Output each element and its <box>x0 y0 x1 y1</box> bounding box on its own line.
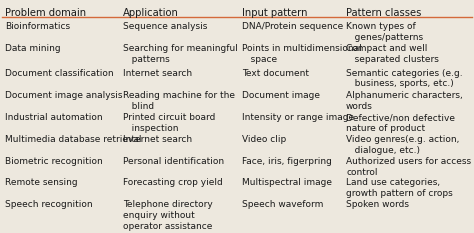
Text: Document image: Document image <box>242 91 320 100</box>
Text: Printed circuit board
   inspection: Printed circuit board inspection <box>123 113 216 133</box>
Text: Semantic categories (e.g.
   business, sports, etc.): Semantic categories (e.g. business, spor… <box>346 69 463 89</box>
Text: Speech waveform: Speech waveform <box>242 200 323 209</box>
Text: DNA/Protein sequence: DNA/Protein sequence <box>242 22 343 31</box>
Text: Application: Application <box>123 8 179 18</box>
Text: Industrial automation: Industrial automation <box>5 113 102 122</box>
Text: Problem domain: Problem domain <box>5 8 86 18</box>
Text: Points in multidimensional
   space: Points in multidimensional space <box>242 44 362 64</box>
Text: Known types of
   genes/patterns: Known types of genes/patterns <box>346 22 423 42</box>
Text: Pattern classes: Pattern classes <box>346 8 421 18</box>
Text: Bioinformatics: Bioinformatics <box>5 22 70 31</box>
Text: Text document: Text document <box>242 69 309 78</box>
Text: Spoken words: Spoken words <box>346 200 409 209</box>
Text: Intensity or range image: Intensity or range image <box>242 113 354 122</box>
Text: Biometric recognition: Biometric recognition <box>5 157 102 166</box>
Text: Remote sensing: Remote sensing <box>5 178 77 187</box>
Text: Internet search: Internet search <box>123 135 192 144</box>
Text: Authorized users for access
control: Authorized users for access control <box>346 157 471 177</box>
Text: Internet search: Internet search <box>123 69 192 78</box>
Text: Forecasting crop yield: Forecasting crop yield <box>123 178 223 187</box>
Text: Alphanumeric characters,
words: Alphanumeric characters, words <box>346 91 463 111</box>
Text: Face, iris, figerpring: Face, iris, figerpring <box>242 157 332 166</box>
Text: Video clip: Video clip <box>242 135 286 144</box>
Text: Video genres(e.g. action,
   dialogue, etc.): Video genres(e.g. action, dialogue, etc.… <box>346 135 459 155</box>
Text: Land use categories,
growth pattern of crops: Land use categories, growth pattern of c… <box>346 178 453 198</box>
Text: Multispectral image: Multispectral image <box>242 178 332 187</box>
Text: Document image analysis: Document image analysis <box>5 91 122 100</box>
Text: Telephone directory
enquiry without
operator assistance: Telephone directory enquiry without oper… <box>123 200 213 231</box>
Text: Data mining: Data mining <box>5 44 60 53</box>
Text: Speech recognition: Speech recognition <box>5 200 92 209</box>
Text: Searching for meaningful
   patterns: Searching for meaningful patterns <box>123 44 238 64</box>
Text: Document classification: Document classification <box>5 69 113 78</box>
Text: Personal identification: Personal identification <box>123 157 224 166</box>
Text: Defective/non defective
nature of product: Defective/non defective nature of produc… <box>346 113 455 133</box>
Text: Multimedia database retrieval: Multimedia database retrieval <box>5 135 141 144</box>
Text: Input pattern: Input pattern <box>242 8 307 18</box>
Text: Sequence analysis: Sequence analysis <box>123 22 208 31</box>
Text: Compact and well
   separated clusters: Compact and well separated clusters <box>346 44 439 64</box>
Text: Reading machine for the
   blind: Reading machine for the blind <box>123 91 235 111</box>
